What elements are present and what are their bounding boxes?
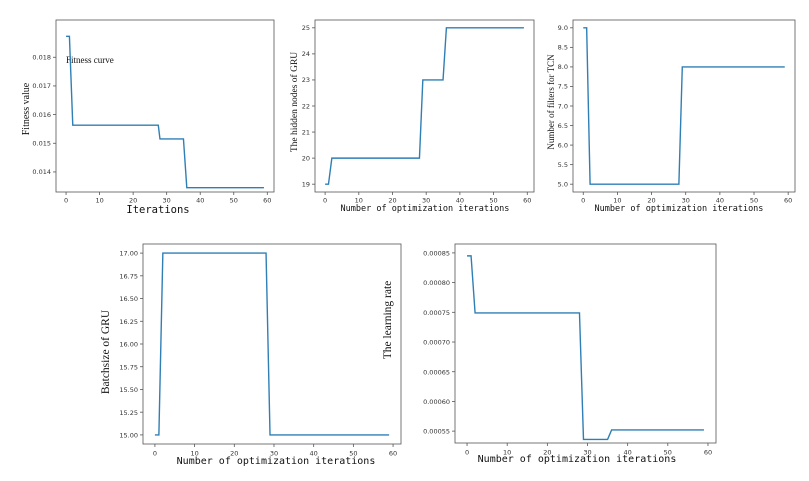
gru-batchsize-x-tick-label: 30 <box>270 450 278 458</box>
learning-rate-y-tick-label: 0.00080 <box>423 279 450 287</box>
gru-hidden-nodes-y-tick-label: 23 <box>302 76 310 84</box>
learning-rate-chart-panel: Number of optimization iterations The le… <box>382 243 717 465</box>
tcn-filters-x-tick-label: 0 <box>581 197 585 205</box>
gru-batchsize-plot-frame <box>142 243 402 445</box>
learning-rate-x-tick-label: 20 <box>543 449 551 457</box>
gru-hidden-nodes-x-tick-label: 30 <box>422 197 430 205</box>
tcn-filters-x-tick-label: 50 <box>750 197 758 205</box>
learning-rate-x-tick-label: 50 <box>664 449 672 457</box>
gru-batchsize-x-tick-label: 40 <box>310 450 318 458</box>
tcn-filters-x-tick-label: 20 <box>647 197 655 205</box>
gru-batchsize-x-tick-label: 20 <box>230 450 238 458</box>
learning-rate-y-tick-label: 0.00055 <box>423 428 450 436</box>
gru-batchsize-series-line <box>154 252 390 436</box>
fitness-x-axis-label: Iterations <box>126 204 189 216</box>
gru-batchsize-x-tick-label: 0 <box>153 450 157 458</box>
gru-batchsize-chart-panel: Number of optimization iterations Batchs… <box>100 243 402 467</box>
gru-hidden-nodes-y-tick-label: 21 <box>302 128 310 136</box>
tcn-filters-x-tick-label: 60 <box>784 197 792 205</box>
tcn-filters-series-line <box>583 27 785 185</box>
fitness-y-axis-label: Fitness value <box>21 82 32 135</box>
tcn-filters-y-tick-label: 5.0 <box>558 180 568 188</box>
learning-rate-y-axis-label: The learning rate <box>382 281 394 360</box>
fitness-y-tick-label: 0.015 <box>32 140 51 148</box>
gru-hidden-nodes-x-tick-label: 50 <box>489 197 497 205</box>
fitness-x-tick-label: 30 <box>163 197 171 205</box>
gru-hidden-nodes-y-tick-label: 19 <box>302 180 310 188</box>
fitness-plot-frame <box>55 19 275 193</box>
fitness-y-tick-label: 0.016 <box>32 111 51 119</box>
gru-batchsize-x-tick-label: 60 <box>389 450 397 458</box>
tcn-filters-y-tick-label: 6.5 <box>558 122 568 130</box>
fitness-annotation: Fitness curve <box>66 55 114 65</box>
gru-hidden-nodes-x-tick-label: 40 <box>456 197 464 205</box>
gru-batchsize-y-tick-label: 16.50 <box>119 295 138 303</box>
fitness-x-tick-label: 10 <box>95 197 103 205</box>
gru-batchsize-y-tick-label: 15.00 <box>119 432 138 440</box>
fitness-x-tick-label: 40 <box>196 197 204 205</box>
gru-hidden-nodes-series-line <box>325 27 524 185</box>
fitness-y-tick-label: 0.014 <box>32 168 51 176</box>
gru-batchsize-y-tick-label: 15.75 <box>119 363 138 371</box>
fitness-chart-panel: Fitness curve Iterations Fitness value 0… <box>21 19 275 216</box>
gru-batchsize-y-tick-label: 16.75 <box>119 272 138 280</box>
learning-rate-x-tick-label: 40 <box>624 449 632 457</box>
learning-rate-x-tick-label: 30 <box>583 449 591 457</box>
gru-hidden-nodes-x-tick-label: 60 <box>523 197 531 205</box>
gru-hidden-nodes-y-tick-label: 24 <box>302 50 310 58</box>
tcn-filters-y-tick-label: 8.0 <box>558 63 568 71</box>
tcn-filters-y-tick-label: 8.5 <box>558 44 568 52</box>
fitness-x-tick-label: 0 <box>64 197 68 205</box>
gru-batchsize-y-tick-label: 15.50 <box>119 386 138 394</box>
tcn-filters-x-tick-label: 30 <box>682 197 690 205</box>
fitness-y-tick-label: 0.017 <box>32 82 51 90</box>
gru-hidden-nodes-chart-panel: Number of optimization iterations The hi… <box>289 19 535 214</box>
fitness-x-tick-label: 20 <box>129 197 137 205</box>
gru-hidden-nodes-y-tick-label: 25 <box>302 24 310 32</box>
gru-hidden-nodes-x-tick-label: 10 <box>355 197 363 205</box>
fitness-x-tick-label: 50 <box>230 197 238 205</box>
tcn-filters-y-tick-label: 9.0 <box>558 24 568 32</box>
tcn-filters-y-tick-label: 7.5 <box>558 83 568 91</box>
tcn-filters-x-tick-label: 40 <box>716 197 724 205</box>
gru-batchsize-y-tick-label: 17.00 <box>119 250 138 258</box>
gru-hidden-nodes-plot-frame <box>314 19 535 193</box>
learning-rate-plot-frame <box>454 243 717 444</box>
gru-batchsize-x-tick-label: 10 <box>190 450 198 458</box>
tcn-filters-y-axis-label: Number of filters for TCN <box>546 54 556 150</box>
gru-hidden-nodes-x-tick-label: 0 <box>323 197 327 205</box>
gru-batchsize-y-tick-label: 16.25 <box>119 318 138 326</box>
tcn-filters-y-tick-label: 7.0 <box>558 102 568 110</box>
gru-hidden-nodes-x-tick-label: 20 <box>388 197 396 205</box>
fitness-y-tick-label: 0.018 <box>32 54 51 62</box>
gru-hidden-nodes-y-axis-label: The hidden nodes of GRU <box>289 52 300 152</box>
tcn-filters-x-axis-label: Number of optimization iterations <box>595 204 764 214</box>
gru-batchsize-x-axis-label: Number of optimization iterations <box>177 456 376 467</box>
learning-rate-y-tick-label: 0.00085 <box>423 250 450 258</box>
gru-batchsize-y-tick-label: 15.25 <box>119 409 138 417</box>
learning-rate-x-tick-label: 10 <box>503 449 511 457</box>
learning-rate-y-tick-label: 0.00070 <box>423 339 450 347</box>
gru-batchsize-y-axis-label: Batchsize of GRU <box>100 309 112 394</box>
tcn-filters-chart-panel: Number of optimization iterations Number… <box>546 19 796 214</box>
gru-hidden-nodes-y-tick-label: 20 <box>302 154 310 162</box>
fitness-series-line <box>66 35 264 189</box>
tcn-filters-x-tick-label: 10 <box>613 197 621 205</box>
tcn-filters-y-tick-label: 6.0 <box>558 141 568 149</box>
learning-rate-series-line <box>467 255 704 441</box>
tcn-filters-y-tick-label: 5.5 <box>558 161 568 169</box>
fitness-x-tick-label: 60 <box>263 197 271 205</box>
learning-rate-y-tick-label: 0.00060 <box>423 398 450 406</box>
gru-hidden-nodes-x-axis-label: Number of optimization iterations <box>341 204 510 214</box>
gru-hidden-nodes-y-tick-label: 22 <box>302 102 310 110</box>
learning-rate-x-axis-label: Number of optimization iterations <box>478 454 677 465</box>
learning-rate-x-tick-label: 0 <box>465 449 469 457</box>
learning-rate-y-tick-label: 0.00065 <box>423 368 450 376</box>
learning-rate-x-tick-label: 60 <box>704 449 712 457</box>
gru-batchsize-x-tick-label: 50 <box>349 450 357 458</box>
tcn-filters-plot-frame <box>572 19 796 193</box>
gru-batchsize-y-tick-label: 16.00 <box>119 341 138 349</box>
learning-rate-y-tick-label: 0.00075 <box>423 309 450 317</box>
